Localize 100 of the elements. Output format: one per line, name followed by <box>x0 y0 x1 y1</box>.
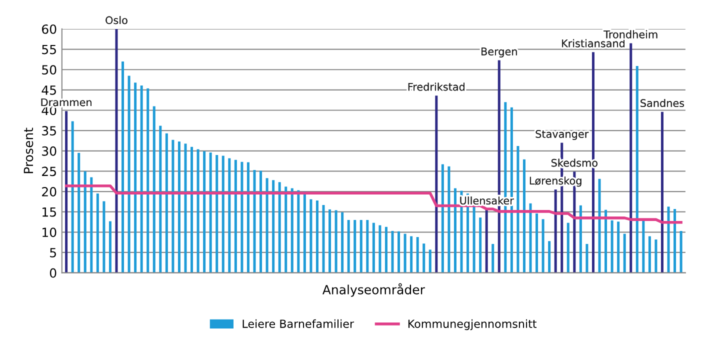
bar <box>485 209 488 273</box>
bar <box>222 156 224 273</box>
bar <box>146 88 150 273</box>
bar <box>310 199 312 273</box>
bar <box>354 220 356 273</box>
bar <box>617 222 620 273</box>
y-axis-title: Prosent <box>24 128 34 174</box>
bar <box>378 225 382 273</box>
bar <box>115 28 118 273</box>
bar <box>492 244 494 273</box>
bar <box>566 222 570 273</box>
bar <box>297 190 300 273</box>
bar <box>542 219 544 273</box>
bar <box>260 170 262 273</box>
bar <box>240 162 244 273</box>
bar <box>334 210 338 273</box>
bar <box>234 160 237 273</box>
bar <box>548 241 551 273</box>
y-tick-label: 55 <box>42 44 56 54</box>
bar <box>316 200 318 273</box>
bar <box>172 140 174 273</box>
bar <box>190 146 194 273</box>
bar <box>428 250 432 273</box>
y-tick-label: 50 <box>42 65 56 75</box>
data-label: Fredrikstad <box>408 82 464 91</box>
bar <box>604 210 608 273</box>
bar <box>416 237 419 273</box>
bar <box>266 178 268 273</box>
bar <box>441 164 444 273</box>
bar <box>184 144 187 273</box>
bar <box>642 220 645 273</box>
y-tick-label: 60 <box>42 24 56 34</box>
bar <box>165 133 168 273</box>
bar <box>178 142 180 273</box>
bar <box>667 206 670 273</box>
bar <box>384 226 388 273</box>
legend-label: Kommunegjennomsnitt <box>408 319 537 330</box>
y-tick-label: 30 <box>42 146 56 156</box>
bar <box>347 220 350 273</box>
y-tick-label: 5 <box>50 248 56 258</box>
legend-label: Leiere Barnefamilier <box>242 319 354 328</box>
bar <box>102 201 106 273</box>
bar <box>366 220 369 273</box>
bar <box>228 158 231 273</box>
bar <box>108 221 112 273</box>
y-tick-label: 45 <box>42 86 56 95</box>
bar <box>84 171 86 273</box>
data-label: Bergen <box>482 48 517 58</box>
y-tick-label: 15 <box>42 207 56 217</box>
bar <box>623 234 626 273</box>
data-label: Sandnes <box>640 98 684 108</box>
x-axis-title: Analyseområder <box>322 283 425 297</box>
bar <box>586 244 588 273</box>
y-tick-label: 35 <box>42 126 56 136</box>
bar <box>598 178 601 273</box>
bar <box>536 213 538 273</box>
bar <box>522 159 526 273</box>
data-label: Stavanger <box>536 130 589 140</box>
bar <box>410 236 413 273</box>
bar <box>246 162 250 273</box>
bar <box>322 204 325 273</box>
bar <box>404 234 406 273</box>
bar <box>680 230 682 273</box>
y-tick-label: 25 <box>42 166 56 176</box>
bar <box>554 189 557 273</box>
bar <box>654 239 658 273</box>
bar <box>290 188 294 273</box>
bar <box>196 149 200 273</box>
bar <box>209 152 212 273</box>
bar <box>278 182 281 273</box>
bar <box>435 96 438 273</box>
bar <box>479 218 482 273</box>
bar <box>253 170 256 273</box>
bar <box>579 205 582 273</box>
y-tick-label: 10 <box>42 228 56 238</box>
bar <box>90 177 93 273</box>
y-tick-label: 0 <box>50 268 56 278</box>
bar <box>636 66 638 273</box>
bar <box>122 61 124 273</box>
bar <box>216 154 218 273</box>
bar <box>610 220 614 273</box>
bar <box>303 192 306 273</box>
y-tick-label: 20 <box>42 187 56 196</box>
bar <box>203 151 206 273</box>
bar <box>398 231 400 273</box>
bar <box>341 212 344 273</box>
bar <box>159 126 162 273</box>
bar <box>448 166 450 273</box>
bar <box>391 230 394 273</box>
bar <box>674 209 676 273</box>
bar <box>71 121 74 273</box>
bar <box>65 111 68 273</box>
bar <box>128 76 130 273</box>
data-label: Drammen <box>41 98 92 106</box>
data-label: Kristiansand <box>562 39 624 48</box>
bar <box>372 222 375 273</box>
bar <box>630 43 632 273</box>
bar <box>360 220 362 273</box>
bar <box>96 194 99 273</box>
bar <box>328 209 332 273</box>
